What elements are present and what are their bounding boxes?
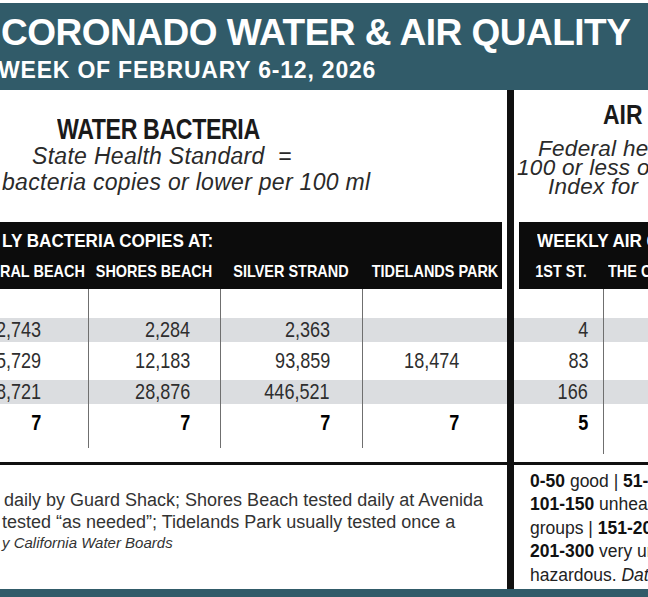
table-cell: 5,729 xyxy=(0,348,41,374)
table-cell: 2,743 xyxy=(0,317,41,343)
aqi-legend-line1: 0-50 good | 51-10 xyxy=(530,470,648,493)
footnote-source: y California Water Boards xyxy=(2,533,173,552)
table-cell: 7 xyxy=(200,410,330,436)
table-cell: 18,474 xyxy=(329,348,459,374)
table-cell: 7 xyxy=(0,410,41,436)
table-cell: 83 xyxy=(458,348,588,374)
table-cell: 93,859 xyxy=(200,348,330,374)
table-cell: 446,521 xyxy=(200,379,330,405)
water-section-title: WATER BACTERIA xyxy=(57,115,249,144)
table-cell: 166 xyxy=(458,379,588,405)
water-table-bar-title: LY BACTERIA COPIES AT: xyxy=(2,232,213,250)
footer-rule xyxy=(0,462,648,465)
aqi-legend-line5: hazardous. Data fro xyxy=(530,564,648,587)
footer-banner xyxy=(0,589,648,597)
aqi-legend-line2: 101-150 unhealthy xyxy=(530,493,648,516)
table-cell: 5 xyxy=(458,410,588,436)
table-cell: 28,876 xyxy=(60,379,190,405)
column-header-silver-strand: SILVER STRAND xyxy=(227,263,355,280)
footnote-line1: daily by Guard Shack; Shores Beach teste… xyxy=(4,489,483,511)
page-subtitle: WEEK OF FEBRUARY 6-12, 2026 xyxy=(0,59,376,82)
table-cell: 7 xyxy=(60,410,190,436)
table-cell: 2,284 xyxy=(60,317,190,343)
table-cell: 2,363 xyxy=(200,317,330,343)
column-header-shores-beach: SHORES BEACH xyxy=(90,263,218,280)
column-separator-4 xyxy=(603,289,604,454)
column-header-tidelands-park: TIDELANDS PARK xyxy=(371,263,499,280)
water-standard-line2: bacteria copies or lower per 100 ml xyxy=(2,169,370,196)
table-cell xyxy=(329,317,459,343)
aqi-legend-line3: groups | 151-200 xyxy=(530,517,648,540)
column-header-central-beach: RAL BEACH xyxy=(0,263,85,280)
table-cell: 8,721 xyxy=(0,379,41,405)
table-cell xyxy=(329,379,459,405)
table-cell: 4 xyxy=(458,317,588,343)
footnote-line2: tested “as needed”; Tidelands Park usual… xyxy=(2,511,455,533)
table-cell: 12,183 xyxy=(60,348,190,374)
air-standard-line3: Index for xyxy=(548,173,638,200)
column-header-1st-st: 1ST ST. xyxy=(497,263,625,280)
aqi-legend-line4: 201-300 very unhealthy xyxy=(530,540,648,563)
table-cell: 7 xyxy=(329,410,459,436)
column-header-the-cays: THE CA xyxy=(608,263,648,280)
page-title: CORONADO WATER & AIR QUALITY xyxy=(1,14,630,52)
air-section-title: AIR xyxy=(603,102,643,129)
coronado-water-air-quality-infographic: CORONADO WATER & AIR QUALITY WEEK OF FEB… xyxy=(0,0,648,597)
air-table-bar-title: WEEKLY AIR QU xyxy=(537,232,648,250)
water-standard-line1: State Health Standard = xyxy=(32,143,292,170)
